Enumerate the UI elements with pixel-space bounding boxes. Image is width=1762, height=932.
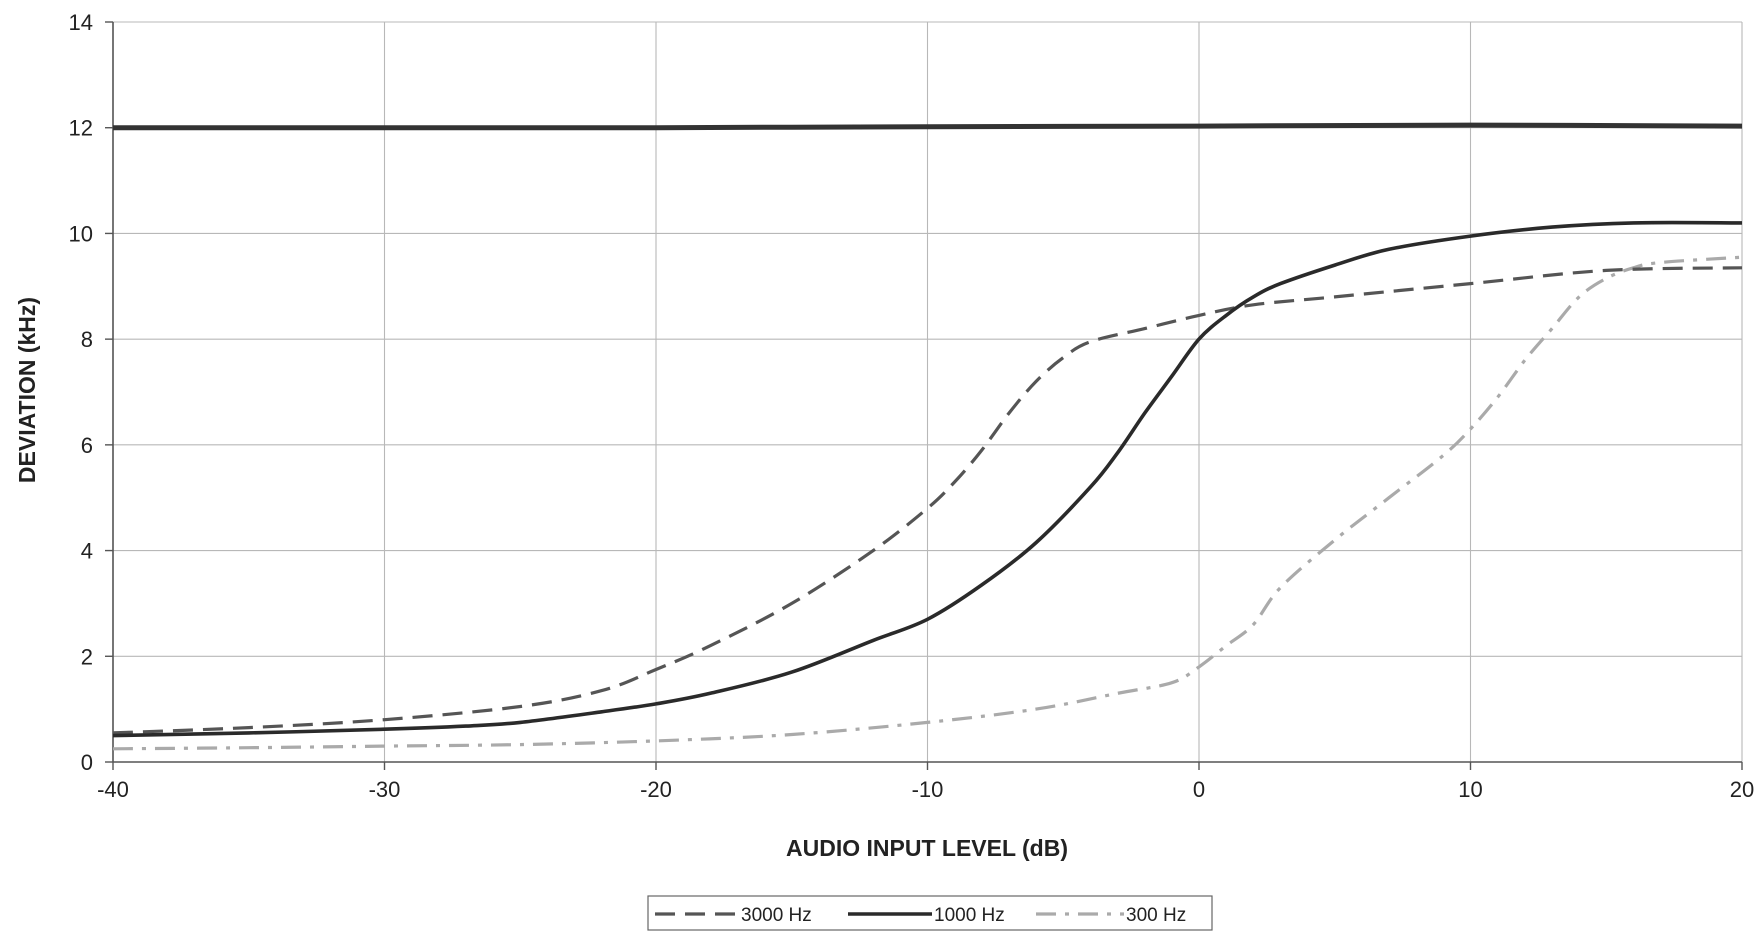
- y-tick-label-3: 6: [81, 433, 93, 458]
- x-tick-labels: -40 -30 -20 -10 0 10 20: [97, 777, 1754, 802]
- y-axis-title: DEVIATION (kHz): [14, 297, 40, 483]
- y-tick-label-7: 14: [69, 10, 93, 35]
- series-line-2: [112, 220, 1743, 738]
- legend-label-3000: 3000 Hz: [741, 905, 812, 926]
- y-tick-label-2: 4: [81, 539, 93, 564]
- legend: 3000 Hz 1000 Hz 300 Hz: [647, 895, 1213, 931]
- x-tick-label-3: -10: [912, 777, 944, 802]
- x-tick-label-5: 10: [1458, 777, 1482, 802]
- legend-item-300: 300 Hz: [1036, 905, 1186, 926]
- series-layer: [112, 122, 1743, 751]
- x-tick-label-1: -30: [369, 777, 401, 802]
- y-tick-label-4: 8: [81, 327, 93, 352]
- y-tick-label-5: 10: [69, 221, 93, 246]
- x-tick-label-2: -20: [640, 777, 672, 802]
- series-line-3: [112, 255, 1743, 751]
- y-tick-label-0: 0: [81, 750, 93, 775]
- legend-label-300: 300 Hz: [1126, 905, 1186, 926]
- grid: [112, 21, 1743, 763]
- plot-frame: [105, 21, 1743, 770]
- series-line-1: [112, 266, 1743, 735]
- legend-item-1000: 1000 Hz: [848, 905, 1005, 926]
- legend-label-1000: 1000 Hz: [934, 905, 1005, 926]
- y-tick-label-1: 2: [81, 644, 93, 669]
- x-axis-title: AUDIO INPUT LEVEL (dB): [786, 835, 1068, 861]
- y-tick-label-6: 12: [69, 116, 93, 141]
- legend-item-3000: 3000 Hz: [655, 905, 812, 926]
- y-tick-labels: 0 2 4 6 8 10 12 14: [69, 10, 93, 775]
- x-tick-label-0: -40: [97, 777, 129, 802]
- x-tick-label-4: 0: [1193, 777, 1205, 802]
- x-tick-label-6: 20: [1730, 777, 1754, 802]
- series-line-0: [112, 122, 1743, 131]
